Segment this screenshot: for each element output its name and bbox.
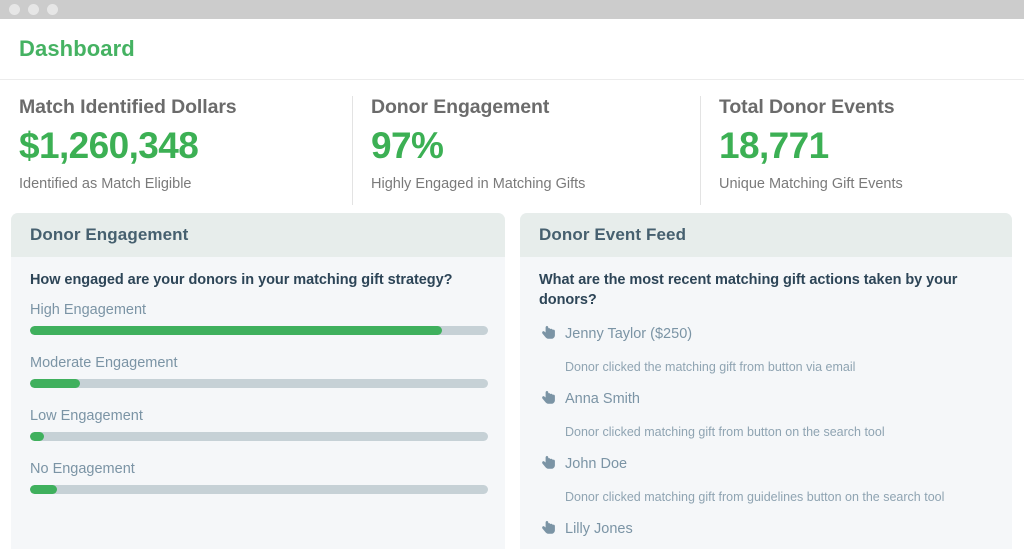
event-donor-name: Lilly Jones [565, 521, 633, 537]
panel-question: What are the most recent matching gift a… [539, 272, 958, 308]
engagement-bar-fill [30, 485, 58, 494]
engagement-bar-label: High Engagement [30, 302, 147, 318]
panel-title: Donor Event Feed [539, 225, 687, 244]
stat-value: $1,260,348 [19, 125, 199, 166]
stat-value: 97% [371, 125, 444, 166]
panel-body: What are the most recent matching gift a… [520, 257, 1012, 549]
engagement-bar-label: Low Engagement [30, 408, 143, 424]
stat-label: Match Identified Dollars [19, 96, 237, 118]
stat-value: 18,771 [719, 125, 829, 166]
engagement-bar-track [30, 485, 488, 494]
page-title: Dashboard [19, 36, 135, 61]
list-item[interactable]: Anna Smith Donor clicked matching gift f… [539, 389, 995, 441]
panel-header: Donor Event Feed [520, 213, 1012, 257]
engagement-bar-row: Moderate Engagement [30, 353, 488, 388]
panel-title: Donor Engagement [30, 225, 189, 244]
stat-card-match-identified-dollars: Match Identified Dollars $1,260,348 Iden… [0, 94, 352, 213]
event-description: Donor clicked matching gift from button … [565, 425, 885, 439]
pointing-hand-icon [539, 324, 559, 341]
engagement-bar-row: Low Engagement [30, 406, 488, 441]
stat-sublabel: Identified as Match Eligible [19, 176, 192, 192]
window-titlebar [0, 0, 1024, 19]
stats-row: Match Identified Dollars $1,260,348 Iden… [0, 80, 1024, 213]
page-header: Dashboard [0, 19, 1024, 80]
event-donor-name: Jenny Taylor ($250) [565, 326, 693, 342]
engagement-bar-track [30, 379, 488, 388]
stat-label: Donor Engagement [371, 96, 550, 118]
event-description: Donor clicked matching gift from guideli… [565, 490, 945, 504]
pointing-hand-icon [539, 519, 559, 536]
engagement-bar-fill [30, 379, 81, 388]
event-feed-list: Jenny Taylor ($250) Donor clicked the ma… [539, 324, 995, 549]
window-close-dot[interactable] [9, 4, 20, 15]
engagement-bar-track [30, 326, 488, 335]
stat-sublabel: Unique Matching Gift Events [719, 176, 903, 192]
panel-header: Donor Engagement [11, 213, 505, 257]
stat-sublabel: Highly Engaged in Matching Gifts [371, 176, 586, 192]
panel-question: How engaged are your donors in your matc… [30, 272, 453, 288]
engagement-bar-label: No Engagement [30, 461, 135, 477]
engagement-bars-list: High Engagement Moderate Engagement Low … [30, 300, 488, 494]
engagement-bar-fill [30, 326, 443, 335]
engagement-bar-row: No Engagement [30, 459, 488, 494]
donor-event-feed-panel: Donor Event Feed What are the most recen… [520, 213, 1012, 549]
event-description: Donor clicked the matching gift from but… [565, 360, 856, 374]
window-minimize-dot[interactable] [28, 4, 39, 15]
pointing-hand-icon [539, 454, 559, 471]
list-item[interactable]: John Doe Donor clicked matching gift fro… [539, 454, 995, 506]
list-item[interactable]: Jenny Taylor ($250) Donor clicked the ma… [539, 324, 995, 376]
engagement-bar-fill [30, 432, 44, 441]
stat-card-donor-engagement: Donor Engagement 97% Highly Engaged in M… [352, 94, 700, 213]
event-donor-name: John Doe [565, 456, 628, 472]
event-donor-name: Anna Smith [565, 391, 640, 407]
panels-row: Donor Engagement How engaged are your do… [0, 213, 1024, 549]
list-item[interactable]: Lilly Jones Donor clicked matching gift … [539, 519, 995, 549]
stat-label: Total Donor Events [719, 96, 895, 118]
engagement-bar-row: High Engagement [30, 300, 488, 335]
donor-engagement-panel: Donor Engagement How engaged are your do… [11, 213, 505, 549]
panel-body: How engaged are your donors in your matc… [11, 257, 505, 508]
stat-card-total-donor-events: Total Donor Events 18,771 Unique Matchin… [700, 94, 1024, 213]
pointing-hand-icon [539, 389, 559, 406]
engagement-bar-track [30, 432, 488, 441]
window-maximize-dot[interactable] [47, 4, 58, 15]
engagement-bar-label: Moderate Engagement [30, 355, 178, 371]
